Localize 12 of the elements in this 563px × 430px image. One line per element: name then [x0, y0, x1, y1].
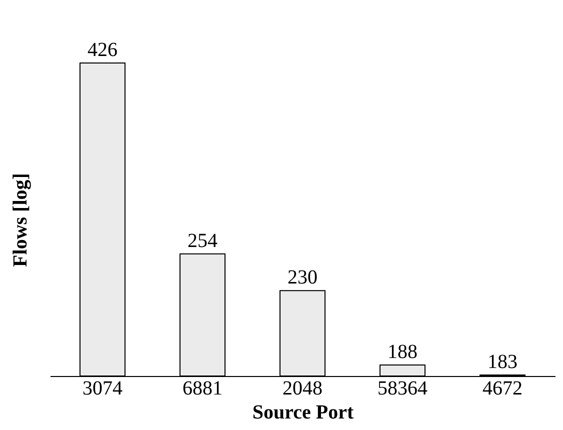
- x-tick-label: 2048: [282, 378, 322, 400]
- data-label: 254: [188, 230, 218, 252]
- data-label: 230: [288, 266, 318, 289]
- data-label: 426: [88, 39, 118, 61]
- x-tick-label: 3074: [82, 378, 122, 400]
- y-axis-title: Flows [log]: [10, 173, 32, 267]
- x-tick-label: 6881: [182, 378, 222, 400]
- data-label: 188: [388, 341, 418, 364]
- x-tick-label: 58364: [378, 378, 428, 400]
- x-axis-title: Source Port: [252, 402, 354, 424]
- x-tick-label: 4672: [482, 378, 522, 400]
- data-label: 183: [488, 350, 518, 373]
